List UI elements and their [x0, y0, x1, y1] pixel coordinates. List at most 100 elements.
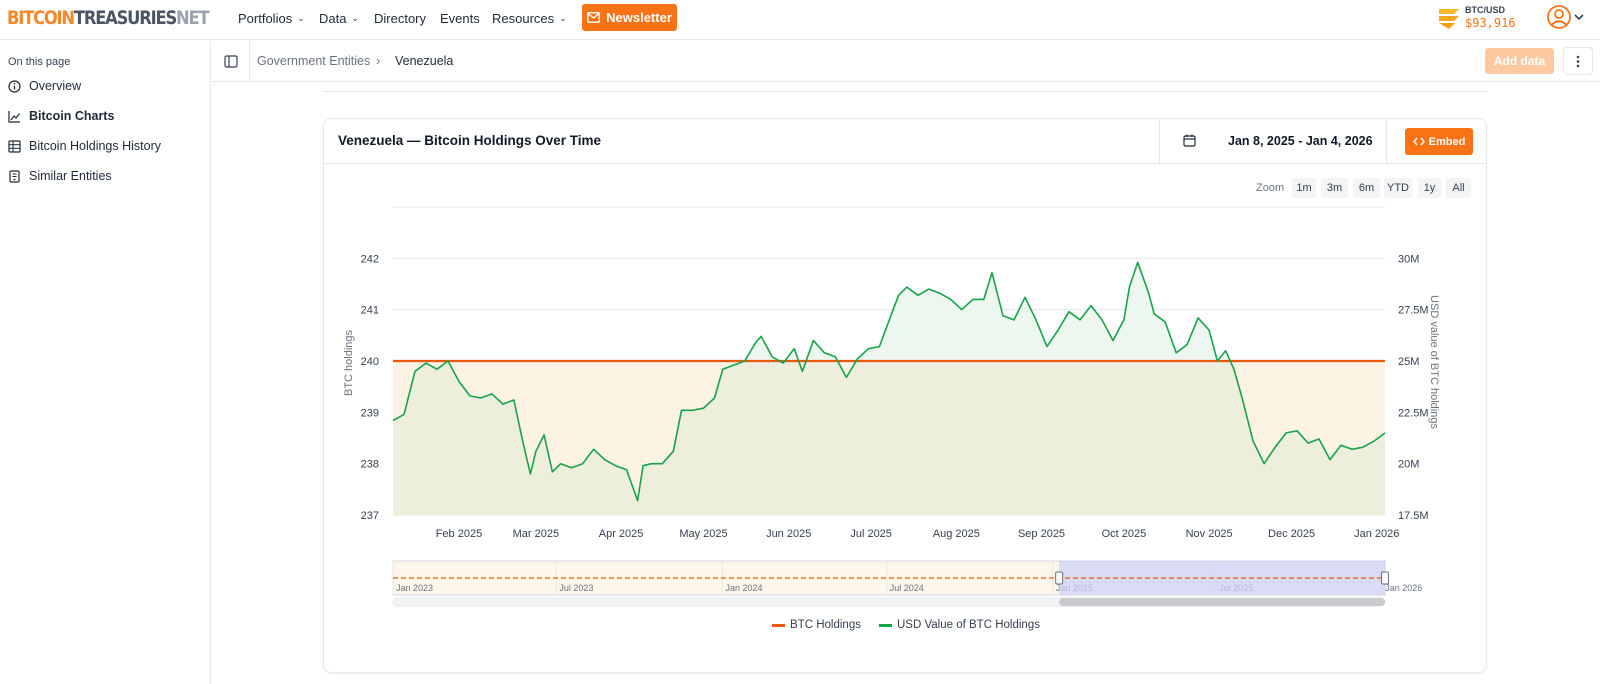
y-left-tick-label: 237: [361, 510, 379, 522]
kebab-menu-icon: [1576, 55, 1580, 67]
zoom-all-label: All: [1452, 182, 1465, 194]
sidebar-item-similar-entities[interactable]: Similar Entities: [8, 169, 112, 183]
y-right-tick-label: 27.5M: [1398, 305, 1429, 317]
on-this-page-sidebar: On this page Overview Bitcoin Charts Bit…: [0, 41, 211, 684]
breadcrumb-current: Venezuela: [395, 54, 454, 68]
chevron-down-icon: ⌄: [559, 12, 567, 23]
sidebar-item-holdings-history[interactable]: Bitcoin Holdings History: [8, 139, 161, 153]
sidebar-title: On this page: [8, 56, 71, 68]
nav-data[interactable]: Data ⌄: [319, 0, 359, 36]
y-right-axis-title: USD value of BTC holdings: [1428, 295, 1440, 429]
y-left-axis-title: BTC holdings: [343, 329, 355, 396]
nav-portfolios[interactable]: Portfolios ⌄: [238, 0, 305, 36]
legend-label: BTC Holdings: [790, 619, 861, 631]
info-icon: [8, 79, 21, 93]
x-tick-label: Jan 2026: [1354, 528, 1399, 540]
holdings-chart: 237 238 239 240 241 242 17.5M 20M 22.5M 25M 27.5M 3…: [343, 206, 1440, 607]
y-right-tick-label: 20M: [1398, 459, 1419, 471]
x-tick-label: Oct 2025: [1102, 528, 1147, 540]
newsletter-label: Newsletter: [606, 10, 672, 25]
newsletter-button[interactable]: Newsletter: [582, 4, 677, 31]
x-tick-label: Mar 2025: [513, 528, 559, 540]
breadcrumb-separator-icon: ›: [376, 53, 381, 68]
navigator-tick-label: Jul 2023: [559, 583, 593, 593]
x-tick-label: Feb 2025: [436, 528, 482, 540]
sidebar-item-bitcoin-charts[interactable]: Bitcoin Charts: [8, 109, 114, 123]
y-left-tick-label: 239: [361, 407, 379, 419]
navigator-tick-label: Jul 2024: [890, 583, 924, 593]
sidebar-item-label: Similar Entities: [29, 169, 112, 183]
user-menu[interactable]: [1546, 4, 1590, 37]
top-navbar: BITCOINTREASURIESNET Portfolios ⌄ Data ⌄…: [0, 0, 1600, 40]
navigator-handle: [1055, 571, 1064, 585]
y-left-tick-label: 238: [361, 459, 379, 471]
y-right-tick-label: 30M: [1398, 253, 1419, 265]
zoom-3m-button[interactable]: 3m: [1321, 178, 1348, 198]
x-tick-label: Nov 2025: [1186, 528, 1233, 540]
legend-swatch-green: [878, 623, 892, 627]
logo-part-bitcoin: BITCOIN: [7, 7, 75, 29]
mail-icon: [587, 12, 601, 23]
site-logo[interactable]: BITCOINTREASURIESNET: [7, 7, 210, 29]
zoom-1m-button[interactable]: 1m: [1292, 178, 1316, 198]
zoom-1y-label: 1y: [1423, 182, 1436, 194]
x-tick-label: Jun 2025: [766, 528, 811, 540]
navigator-tick-label: Jan 2026: [1385, 583, 1422, 593]
zoom-6m-button[interactable]: 6m: [1353, 178, 1380, 198]
x-tick-label: Aug 2025: [933, 528, 980, 540]
btc-coin-icon: [1439, 9, 1459, 29]
more-options-button[interactable]: [1563, 47, 1593, 75]
zoom-3m-label: 3m: [1326, 182, 1343, 194]
usd-value-area-above: [448, 262, 1231, 361]
x-tick-label: Jul 2025: [850, 528, 892, 540]
bitcoin-chart-card: Venezuela — Bitcoin Holdings Over Time J…: [323, 118, 1487, 673]
sidebar-toggle-button[interactable]: [212, 41, 250, 81]
navigator-tick-label: Jan 2023: [396, 583, 433, 593]
embed-label: Embed: [1428, 135, 1466, 148]
chevron-down-icon: ⌄: [351, 12, 360, 23]
breadcrumb-government-entities[interactable]: Government Entities: [257, 54, 371, 68]
y-left-tick-label: 241: [361, 305, 379, 317]
usd-value-area-below: [393, 361, 1385, 515]
chart-card-title: Venezuela — Bitcoin Holdings Over Time: [338, 133, 602, 148]
nav-directory-label: Directory: [374, 10, 427, 26]
chart-card-header: Venezuela — Bitcoin Holdings Over Time J…: [324, 119, 1486, 164]
x-tick-label: May 2025: [679, 528, 727, 540]
nav-resources-label: Resources: [492, 10, 555, 26]
legend-swatch-orange: [772, 623, 786, 627]
date-range-text: Jan 8, 2025 - Jan 4, 2026: [1228, 134, 1373, 148]
add-data-label: Add data: [1493, 54, 1546, 68]
nav-directory[interactable]: Directory: [374, 0, 426, 36]
legend-item-usd-value[interactable]: USD Value of BTC Holdings: [878, 619, 1040, 631]
user-avatar-icon: [1547, 5, 1584, 29]
y-right-tick-label: 22.5M: [1398, 407, 1429, 419]
calendar-icon: [1183, 134, 1196, 147]
btc-usd-label: BTC/USD: [1465, 5, 1505, 15]
zoom-ytd-button[interactable]: YTD: [1384, 178, 1412, 198]
chart-line-icon: [8, 110, 20, 123]
chart-legend: BTC Holdings USD Value of BTC Holdings: [324, 619, 1486, 631]
y-right-tick-label: 25M: [1398, 356, 1419, 368]
zoom-1m-label: 1m: [1296, 182, 1312, 194]
x-tick-label: Apr 2025: [599, 528, 644, 540]
sidebar-item-overview[interactable]: Overview: [8, 79, 81, 93]
x-tick-label: Sep 2025: [1018, 528, 1065, 540]
sidebar-item-label: Overview: [29, 79, 82, 93]
legend-item-btc-holdings[interactable]: BTC Holdings: [772, 619, 861, 631]
date-range-picker[interactable]: Jan 8, 2025 - Jan 4, 2026: [1159, 119, 1387, 164]
y-left-tick-label: 242: [361, 253, 379, 265]
y-left-tick-label: 240: [361, 356, 379, 368]
add-data-button[interactable]: Add data: [1485, 48, 1554, 74]
legend-label: USD Value of BTC Holdings: [896, 619, 1040, 631]
sidebar-item-label: Bitcoin Holdings History: [29, 139, 161, 153]
nav-resources[interactable]: Resources ⌄: [492, 0, 567, 36]
embed-button[interactable]: Embed: [1405, 128, 1473, 155]
nav-events[interactable]: Events: [440, 0, 480, 36]
zoom-ytd-label: YTD: [1387, 182, 1409, 194]
y-right-tick-label: 17.5M: [1398, 510, 1429, 522]
zoom-all-button[interactable]: All: [1446, 178, 1471, 198]
nav-portfolios-label: Portfolios: [238, 10, 293, 26]
zoom-1y-button[interactable]: 1y: [1418, 178, 1441, 198]
navigator-handle: [1381, 571, 1389, 585]
breadcrumb-bar: Government Entities › Venezuela Add data: [212, 41, 1600, 82]
